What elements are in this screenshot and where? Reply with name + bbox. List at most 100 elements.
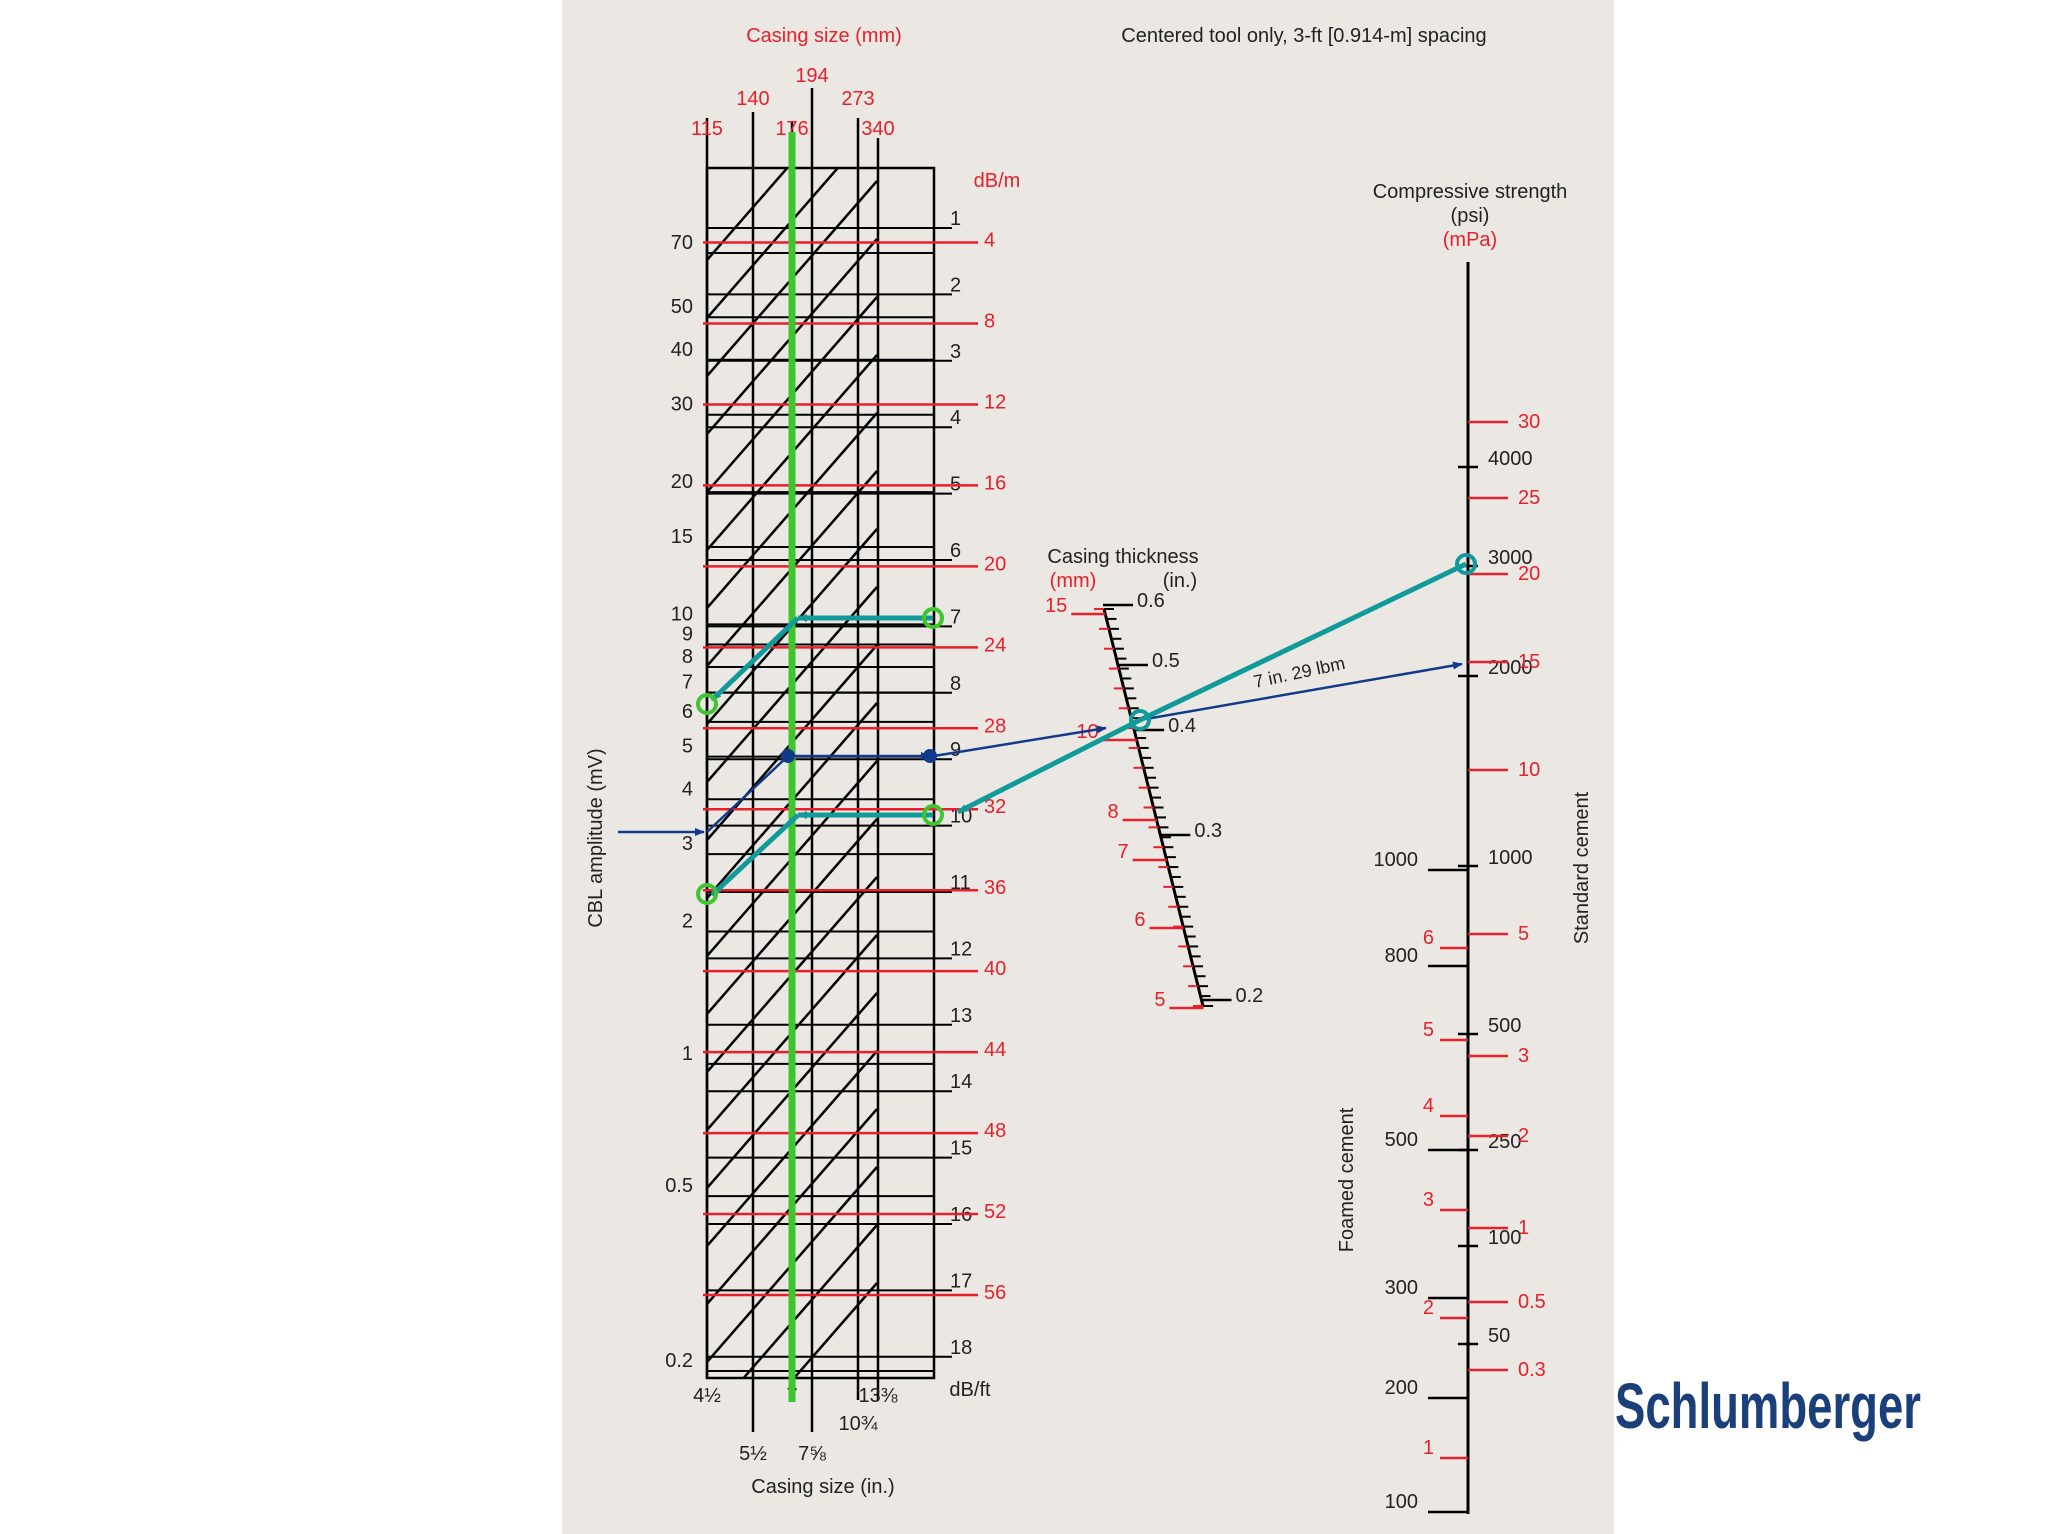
standard-mpa-tick-label: 25 (1518, 487, 1540, 509)
standard-mpa-tick-label: 15 (1518, 651, 1540, 673)
thickness-mm-tick-label: 8 (1107, 801, 1118, 823)
foamed-mpa-tick-label: 1 (1423, 1437, 1434, 1459)
standard-mpa-tick-label: 0.3 (1518, 1359, 1546, 1381)
condition-label: Centered tool only, 3-ft [0.914-m] spaci… (1121, 25, 1486, 47)
compressive-strength-title: Compressive strength (1373, 181, 1568, 203)
db-per-ft-tick-label: 11 (950, 872, 971, 894)
foamed-cement-label: Foamed cement (1336, 1107, 1358, 1252)
db-per-ft-tick-label: 6 (950, 540, 961, 562)
db-per-ft-tick-label: 13 (950, 1005, 972, 1027)
cbl-tick-label: 0.5 (665, 1175, 693, 1197)
navy-point (781, 749, 795, 763)
casing-thickness-in-header: (in.) (1163, 570, 1197, 592)
teal-path (710, 616, 800, 702)
foamed-psi-tick-label: 300 (1385, 1277, 1418, 1299)
standard-mpa-tick-label: 0.5 (1518, 1291, 1546, 1313)
cbl-tick-label: 70 (671, 232, 693, 254)
foamed-psi-tick-label: 1000 (1374, 849, 1419, 871)
casing-mm-tick-label: 176 (775, 118, 808, 140)
db-per-m-tick-label: 16 (984, 472, 1006, 494)
db-per-m-tick-label: 56 (984, 1282, 1006, 1304)
cbl-tick-label: 1 (682, 1043, 693, 1065)
thickness-mm-tick-label: 15 (1045, 595, 1067, 617)
standard-psi-tick-label: 4000 (1488, 448, 1533, 470)
thickness-in-tick-label: 0.5 (1152, 650, 1180, 672)
casing-in-tick-label: 10¾ (839, 1413, 878, 1435)
schlumberger-logo: Schlumberger (1615, 1370, 1921, 1442)
standard-psi-tick-label: 250 (1488, 1131, 1521, 1153)
casing-thickness-scale: 0.60.50.40.30.215108765 (1045, 590, 1263, 1011)
standard-mpa-tick-label: 2 (1518, 1125, 1529, 1147)
db-per-m-tick-label: 52 (984, 1201, 1006, 1223)
db-per-m-tick-label: 48 (984, 1120, 1006, 1142)
casing-in-tick-label: 5½ (739, 1443, 767, 1465)
standard-mpa-tick-label: 3 (1518, 1045, 1529, 1067)
thickness-mm-tick-label: 5 (1154, 989, 1165, 1011)
db-per-ft-unit: dB/ft (949, 1379, 991, 1401)
diagonal-line (792, 1282, 878, 1378)
foamed-mpa-tick-label: 3 (1423, 1189, 1434, 1211)
db-per-ft-tick-label: 18 (950, 1337, 972, 1359)
compressive-strength-scale: 4000300020001000500250100503025201510532… (1374, 262, 1546, 1514)
db-per-m-tick-label: 20 (984, 553, 1006, 575)
db-per-ft-tick-label: 7 (950, 606, 961, 628)
standard-mpa-tick-label: 10 (1518, 759, 1540, 781)
foamed-mpa-tick-label: 4 (1423, 1095, 1434, 1117)
db-per-ft-tick-label: 17 (950, 1270, 972, 1292)
foamed-psi-tick-label: 800 (1385, 945, 1418, 967)
cbl-tick-label: 15 (671, 526, 693, 548)
thickness-mm-tick-label: 6 (1134, 909, 1145, 931)
foamed-mpa-tick-label: 5 (1423, 1019, 1434, 1041)
standard-psi-tick-label: 500 (1488, 1015, 1521, 1037)
casing-mm-tick-label: 340 (861, 118, 894, 140)
cbl-amplitude-axis-label: CBL amplitude (mV) (585, 748, 607, 927)
thickness-in-tick-label: 0.2 (1236, 985, 1264, 1007)
casing-size-mm-label: Casing size (mm) (746, 25, 902, 47)
casing-mm-tick-label: 140 (736, 88, 769, 110)
casing-in-tick-label: 7⅝ (798, 1443, 826, 1465)
db-per-m-tick-label: 40 (984, 958, 1006, 980)
mpa-unit: (mPa) (1443, 229, 1497, 251)
thickness-mm-tick-label: 7 (1117, 841, 1128, 863)
cbl-tick-label: 7 (682, 671, 693, 693)
db-per-ft-tick-label: 2 (950, 274, 961, 296)
solution-point (922, 804, 944, 826)
foamed-psi-tick-label: 500 (1385, 1129, 1418, 1151)
casing-thickness-title: Casing thickness (1047, 546, 1198, 568)
thickness-in-tick-label: 0.6 (1137, 590, 1165, 612)
cbl-tick-label: 5 (682, 736, 693, 758)
db-per-m-tick-label: 44 (984, 1039, 1006, 1061)
navy-point (923, 749, 937, 763)
casing-in-tick-label: 4½ (693, 1385, 721, 1407)
foamed-mpa-tick-label: 2 (1423, 1297, 1434, 1319)
casing-in-tick-label: 13⅜ (859, 1385, 898, 1407)
solution-paths (618, 553, 1477, 905)
thickness-in-tick-label: 0.3 (1194, 820, 1222, 842)
standard-psi-tick-label: 50 (1488, 1325, 1510, 1347)
cbl-tick-label: 6 (682, 701, 693, 723)
db-per-m-tick-label: 28 (984, 715, 1006, 737)
cbl-tick-label: 40 (671, 339, 693, 361)
cbl-tick-label: 3 (682, 833, 693, 855)
teal-path (1138, 561, 1468, 723)
db-per-ft-tick-label: 1 (950, 208, 961, 230)
navy-path (706, 755, 789, 833)
solution-point (696, 883, 718, 905)
db-per-m-tick-label: 32 (984, 796, 1006, 818)
cbl-tick-label: 0.2 (665, 1350, 693, 1372)
standard-psi-tick-label: 100 (1488, 1227, 1521, 1249)
db-per-m-tick-label: 4 (984, 230, 995, 252)
standard-mpa-tick-label: 5 (1518, 923, 1529, 945)
db-per-ft-tick-label: 15 (950, 1138, 972, 1160)
standard-mpa-tick-label: 20 (1518, 563, 1540, 585)
cbl-tick-label: 8 (682, 646, 693, 668)
standard-psi-tick-label: 3000 (1488, 547, 1533, 569)
casing-size-in-label: Casing size (in.) (751, 1476, 894, 1498)
db-per-ft-tick-label: 9 (950, 739, 961, 761)
solution-point (1129, 709, 1151, 731)
solution-point (922, 607, 944, 629)
attenuation-nomogram: 1151401761942733404½5½77⅝10¾13⅜705040302… (665, 65, 1006, 1465)
db-per-ft-tick-label: 8 (950, 673, 961, 695)
cbl-tick-label: 10 (671, 603, 693, 625)
